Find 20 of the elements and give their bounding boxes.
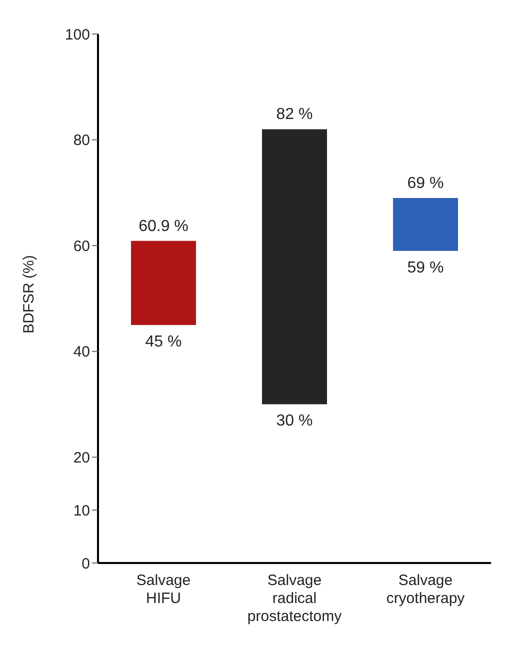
y-tick-label: 80 (73, 132, 90, 150)
annotation: 30 % (276, 412, 313, 430)
y-tick-label: 0 (82, 555, 90, 572)
y-tick-label: 40 (73, 344, 90, 361)
y-tick-label: 20 (73, 450, 90, 467)
y-tick-label: 60 (73, 238, 90, 255)
y-axis-title: BDFSR (%) (20, 255, 38, 334)
annotation: 69 % (407, 174, 444, 192)
bar (262, 129, 327, 404)
annotation: 59 % (407, 259, 444, 276)
y-tick-label: 10 (73, 502, 90, 520)
x-tick-label: Salvage radical prostatectomy (247, 572, 342, 625)
annotation: 60.9 % (138, 218, 188, 235)
annotation: 45 % (145, 333, 182, 350)
y-tick-label: 100 (64, 26, 90, 44)
x-tick-label: Salvage HIFU (136, 572, 191, 607)
bar (393, 198, 458, 251)
bar (131, 240, 196, 325)
annotation: 82 % (276, 106, 313, 124)
x-tick-label: Salvage cryotherapy (386, 572, 466, 607)
